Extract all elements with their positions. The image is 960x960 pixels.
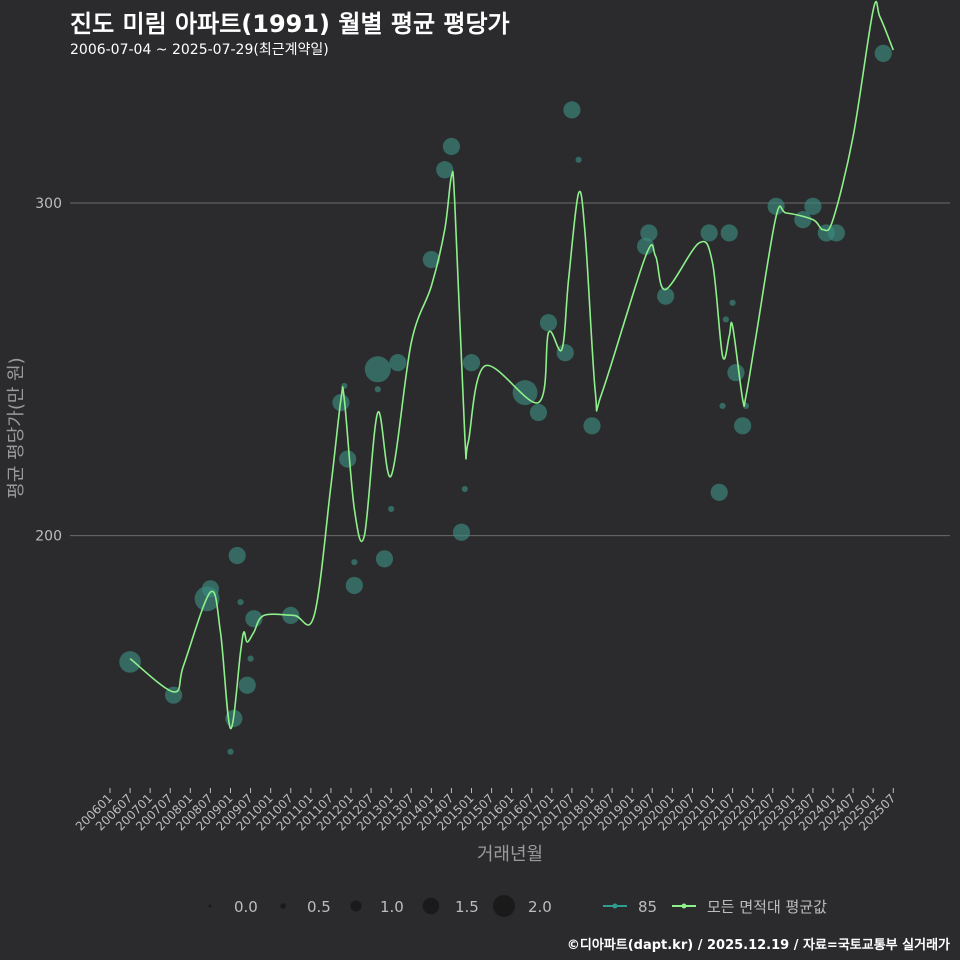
data-point	[719, 402, 726, 409]
data-point	[700, 224, 718, 242]
y-tick-label: 200	[35, 529, 62, 545]
chart-subtitle: 2006-07-04 ~ 2025-07-29(최근계약일)	[70, 42, 329, 58]
data-point	[727, 364, 745, 382]
data-point	[640, 224, 658, 242]
data-point	[237, 598, 244, 606]
data-point	[720, 224, 738, 242]
data-point	[228, 546, 246, 565]
data-point	[710, 483, 728, 501]
data-point	[729, 299, 736, 306]
data-point	[563, 101, 581, 119]
data-point	[364, 356, 391, 383]
data-point	[462, 354, 481, 372]
data-point	[874, 44, 892, 62]
size-legend-key	[208, 904, 212, 908]
size-legend-label: 1.0	[380, 898, 404, 916]
legend-average-label: 모든 면적대 평균값	[707, 898, 827, 916]
size-legend-key	[493, 895, 515, 917]
y-tick-label: 300	[35, 196, 62, 212]
data-point	[556, 344, 574, 362]
data-point	[636, 237, 655, 255]
data-point	[767, 197, 785, 215]
data-point	[227, 748, 234, 755]
legend-85-dot	[612, 903, 618, 909]
size-legend-label: 0.0	[234, 898, 258, 916]
data-point	[375, 550, 394, 568]
data-point	[351, 559, 358, 566]
size-legend-key	[280, 903, 286, 909]
size-legend-key	[422, 897, 440, 915]
data-point	[436, 161, 454, 179]
data-point	[512, 380, 538, 406]
chart-title: 진도 미림 아파트(1991) 월별 평균 평당가	[70, 10, 510, 38]
data-point	[734, 417, 752, 435]
data-point	[452, 523, 471, 541]
data-point	[539, 314, 558, 332]
data-point	[247, 655, 254, 662]
size-legend-label: 1.5	[455, 898, 479, 916]
average-smooth-line	[129, 0, 895, 730]
data-point	[389, 354, 407, 372]
data-point	[442, 137, 461, 156]
data-point	[201, 580, 220, 598]
legend-average-dot	[681, 903, 687, 909]
data-point	[422, 250, 440, 269]
data-point	[575, 156, 582, 163]
y-axis-title: 평균 평당가(만 원)	[6, 357, 27, 498]
data-point	[238, 676, 256, 694]
data-point	[388, 505, 395, 513]
data-point	[345, 576, 363, 595]
x-axis-title: 거래년월	[477, 844, 543, 865]
data-point	[722, 316, 729, 323]
data-point	[583, 417, 601, 435]
data-point	[827, 224, 845, 242]
data-point	[119, 651, 141, 673]
data-point	[374, 386, 381, 393]
size-legend-label: 0.5	[307, 898, 331, 916]
data-point	[461, 485, 468, 493]
data-point	[804, 197, 822, 215]
data-point	[339, 450, 357, 468]
size-legend-label: 2.0	[528, 898, 552, 916]
source-footer: ©디아파트(dapt.kr) / 2025.12.19 / 자료=국토교통부 실…	[566, 938, 950, 953]
size-legend-key	[350, 900, 362, 912]
data-point	[529, 403, 548, 422]
data-point	[657, 287, 675, 305]
legend-85-label: 85	[638, 898, 657, 916]
